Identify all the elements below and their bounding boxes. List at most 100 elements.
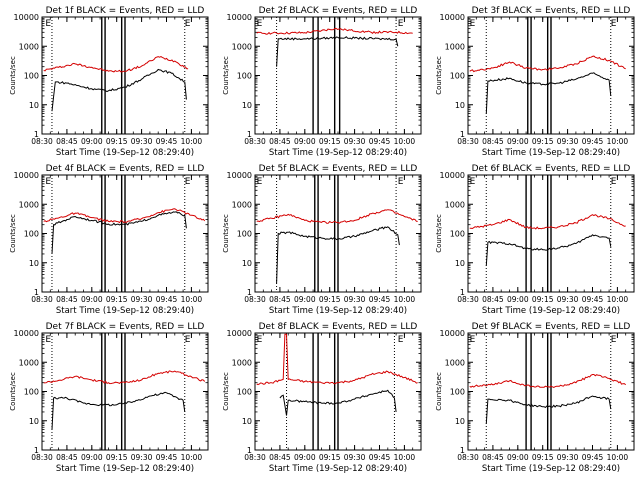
x-tick-label: 09:30 (131, 453, 153, 462)
x-tick-label: 08:45 (482, 295, 504, 304)
interval-annotation: E (45, 177, 51, 187)
x-tick-label: 09:15 (319, 295, 341, 304)
interval-annotation: E (185, 335, 191, 345)
y-tick-label: 1 (247, 130, 252, 139)
x-tick-label: 09:15 (532, 453, 554, 462)
x-tick-label: 09:15 (106, 295, 128, 304)
events-rate-line (485, 395, 612, 424)
plot-frame (41, 174, 209, 293)
panel-7: Det 7f BLACK = Events, RED = LLD Counts/s… (9, 322, 209, 474)
x-tick-label: 08:30 (31, 453, 53, 462)
plot-frame (254, 16, 422, 135)
x-axis-label: Start Time (19-Sep-12 08:29:40) (269, 148, 407, 158)
panel-2: Det 2f BLACK = Events, RED = LLD Counts/s… (222, 6, 422, 158)
lld-rate-line (43, 208, 206, 224)
y-tick-label: 10000 (14, 329, 39, 338)
panel-9: Det 9f BLACK = Events, RED = LLD Counts/s… (435, 322, 635, 474)
y-tick-label: 10000 (14, 13, 39, 22)
plot-frame (254, 174, 422, 293)
events-rate-line (51, 391, 186, 430)
panel-title: Det 1f BLACK = Events, RED = LLD (46, 6, 205, 16)
x-tick-label: 10:00 (181, 295, 203, 304)
y-tick-label: 10000 (227, 13, 252, 22)
interval-annotation: E (611, 177, 617, 187)
y-tick-label: 10 (455, 259, 465, 268)
x-tick-label: 08:45 (482, 453, 504, 462)
y-axis-label: Counts/sec (222, 372, 230, 411)
y-axis-label: Counts/sec (435, 56, 443, 95)
x-tick-label: 08:45 (482, 137, 504, 146)
x-tick-label: 09:30 (131, 137, 153, 146)
y-tick-label: 1000 (445, 358, 465, 367)
y-axis-label: Counts/sec (9, 214, 17, 253)
interval-annotation: E (45, 335, 51, 345)
y-tick-label: 100 (237, 72, 252, 81)
x-tick-label: 08:45 (269, 137, 291, 146)
y-tick-label: 1 (460, 130, 465, 139)
x-axis-label: Start Time (19-Sep-12 08:29:40) (482, 464, 620, 474)
y-tick-label: 1000 (232, 200, 252, 209)
y-tick-label: 100 (450, 230, 465, 239)
y-tick-label: 100 (24, 230, 39, 239)
panel-8: Det 8f BLACK = Events, RED = LLD Counts/s… (222, 322, 422, 474)
interval-annotation: E (257, 19, 263, 29)
x-tick-label: 08:30 (244, 137, 266, 146)
panel-title: Det 2f BLACK = Events, RED = LLD (259, 6, 418, 16)
x-tick-label: 09:15 (106, 453, 128, 462)
y-axis-label: Counts/sec (435, 372, 443, 411)
x-tick-label: 08:30 (457, 453, 479, 462)
x-tick-label: 09:00 (81, 137, 103, 146)
y-tick-label: 1000 (19, 42, 39, 51)
y-tick-label: 10000 (227, 329, 252, 338)
y-axis-label: Counts/sec (435, 214, 443, 253)
interval-annotation: E (470, 177, 476, 187)
interval-annotation: E (470, 19, 476, 29)
x-tick-label: 09:00 (294, 295, 316, 304)
y-tick-label: 1 (34, 446, 39, 455)
lld-rate-line (256, 333, 418, 386)
x-axis-label: Start Time (19-Sep-12 08:29:40) (482, 306, 620, 316)
x-tick-label: 08:30 (31, 137, 53, 146)
x-tick-label: 09:45 (582, 295, 604, 304)
x-tick-label: 09:45 (156, 137, 178, 146)
y-tick-label: 100 (237, 230, 252, 239)
y-tick-label: 1 (460, 446, 465, 455)
panel-5: Det 5f BLACK = Events, RED = LLD Counts/s… (222, 164, 422, 316)
x-tick-label: 08:30 (244, 453, 266, 462)
x-tick-label: 08:30 (457, 137, 479, 146)
events-rate-line (485, 72, 612, 114)
x-tick-label: 09:30 (557, 137, 579, 146)
lld-rate-line (256, 209, 418, 224)
panel-title: Det 8f BLACK = Events, RED = LLD (259, 322, 418, 332)
x-tick-label: 09:30 (344, 453, 366, 462)
x-tick-label: 09:45 (582, 453, 604, 462)
events-rate-line (276, 226, 400, 284)
y-tick-label: 100 (24, 72, 39, 81)
x-tick-label: 09:15 (106, 137, 128, 146)
y-tick-label: 10 (242, 259, 252, 268)
y-tick-label: 100 (450, 388, 465, 397)
x-tick-label: 10:00 (607, 453, 629, 462)
y-tick-label: 1 (247, 288, 252, 297)
panel-title: Det 4f BLACK = Events, RED = LLD (46, 164, 205, 174)
y-tick-label: 1000 (445, 200, 465, 209)
x-tick-label: 08:30 (244, 295, 266, 304)
interval-annotation: E (257, 177, 263, 187)
plot-frame (467, 174, 635, 293)
plot-frame (467, 332, 635, 451)
events-rate-line (51, 211, 187, 254)
x-axis-label: Start Time (19-Sep-12 08:29:40) (56, 464, 194, 474)
panel-title: Det 9f BLACK = Events, RED = LLD (472, 322, 631, 332)
plot-frame (254, 332, 422, 451)
y-tick-label: 1 (34, 130, 39, 139)
y-axis-label: Counts/sec (9, 56, 17, 95)
events-rate-line (485, 234, 612, 266)
y-tick-label: 10000 (227, 171, 252, 180)
y-tick-label: 1000 (19, 200, 39, 209)
plot-frame (467, 16, 635, 135)
lld-rate-line (43, 56, 189, 73)
interval-annotation: E (611, 335, 617, 345)
x-tick-label: 10:00 (607, 295, 629, 304)
x-axis-label: Start Time (19-Sep-12 08:29:40) (56, 148, 194, 158)
interval-annotation: E (398, 177, 404, 187)
